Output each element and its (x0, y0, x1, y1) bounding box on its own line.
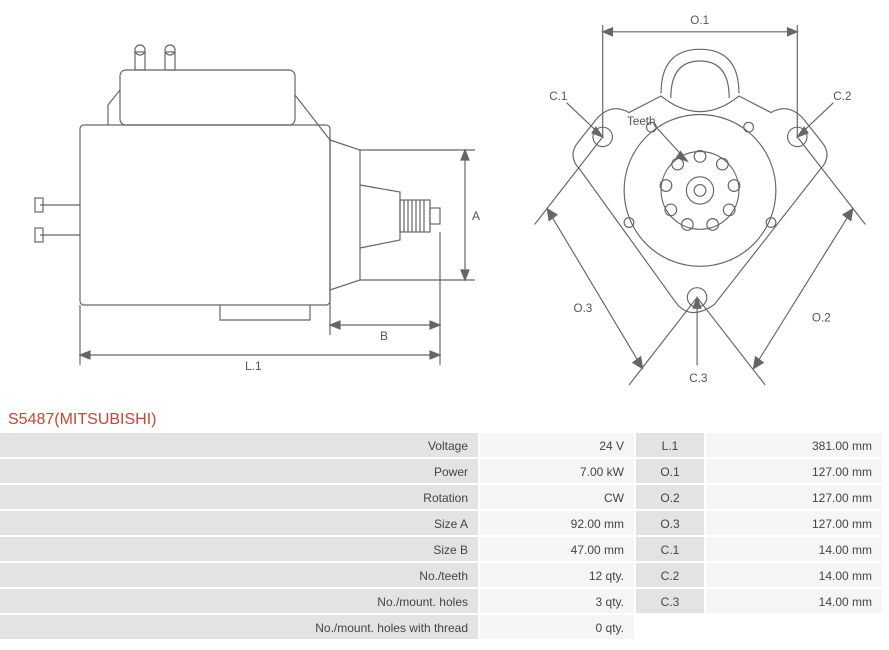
dim-label-o2: O.2 (812, 312, 831, 325)
spec-value: 14.00 mm (704, 537, 882, 563)
spec-label: Power (0, 459, 478, 485)
spec-value: 47.00 mm (478, 537, 634, 563)
spec-label: O.3 (634, 511, 704, 537)
dim-label-teeth: Teeth (627, 115, 656, 128)
spec-label: O.2 (634, 485, 704, 511)
spec-labels-right: L.1 O.1 O.2 O.3 C.1 C.2 C.3 (634, 433, 704, 641)
front-view-drawing: O.1 C.1 C.2 Teeth O.3 O.2 C.3 (520, 10, 880, 403)
spec-values-left: 24 V 7.00 kW CW 92.00 mm 47.00 mm 12 qty… (478, 433, 634, 641)
spec-values-right: 381.00 mm 127.00 mm 127.00 mm 127.00 mm … (704, 433, 882, 641)
spec-label: No./mount. holes with thread (0, 615, 478, 641)
dim-label-a: A (472, 209, 480, 223)
side-view-drawing: A B L.1 (20, 10, 490, 403)
dim-label-o3: O.3 (574, 302, 593, 315)
spec-value: 127.00 mm (704, 485, 882, 511)
spec-value: 14.00 mm (704, 563, 882, 589)
dim-label-c3: C.3 (689, 372, 707, 385)
spec-label: C.2 (634, 563, 704, 589)
dim-label-o1: O.1 (690, 14, 709, 27)
spec-value: 381.00 mm (704, 433, 882, 459)
spec-table: Voltage Power Rotation Size A Size B No.… (0, 433, 889, 641)
product-title: S5487(MITSUBISHI) (0, 403, 889, 433)
technical-drawings: A B L.1 (0, 0, 889, 403)
spec-value: 14.00 mm (704, 589, 882, 615)
dim-label-c1: C.1 (549, 90, 567, 103)
spec-value: 92.00 mm (478, 511, 634, 537)
spec-label: Voltage (0, 433, 478, 459)
spec-value: 0 qty. (478, 615, 634, 641)
dim-label-c2: C.2 (833, 90, 851, 103)
spec-label: Rotation (0, 485, 478, 511)
spec-value: 24 V (478, 433, 634, 459)
spec-value: 7.00 kW (478, 459, 634, 485)
dim-label-l1: L.1 (245, 359, 262, 370)
spec-label: No./mount. holes (0, 589, 478, 615)
spec-label: Size B (0, 537, 478, 563)
spec-label: C.1 (634, 537, 704, 563)
spec-label: C.3 (634, 589, 704, 615)
spec-value: CW (478, 485, 634, 511)
spec-value: 127.00 mm (704, 511, 882, 537)
spec-value: 12 qty. (478, 563, 634, 589)
spec-label: L.1 (634, 433, 704, 459)
spec-value: 3 qty. (478, 589, 634, 615)
spec-label: O.1 (634, 459, 704, 485)
spec-label: Size A (0, 511, 478, 537)
spec-label: No./teeth (0, 563, 478, 589)
spec-value: 127.00 mm (704, 459, 882, 485)
spec-labels-left: Voltage Power Rotation Size A Size B No.… (0, 433, 478, 641)
dim-label-b: B (380, 329, 388, 343)
